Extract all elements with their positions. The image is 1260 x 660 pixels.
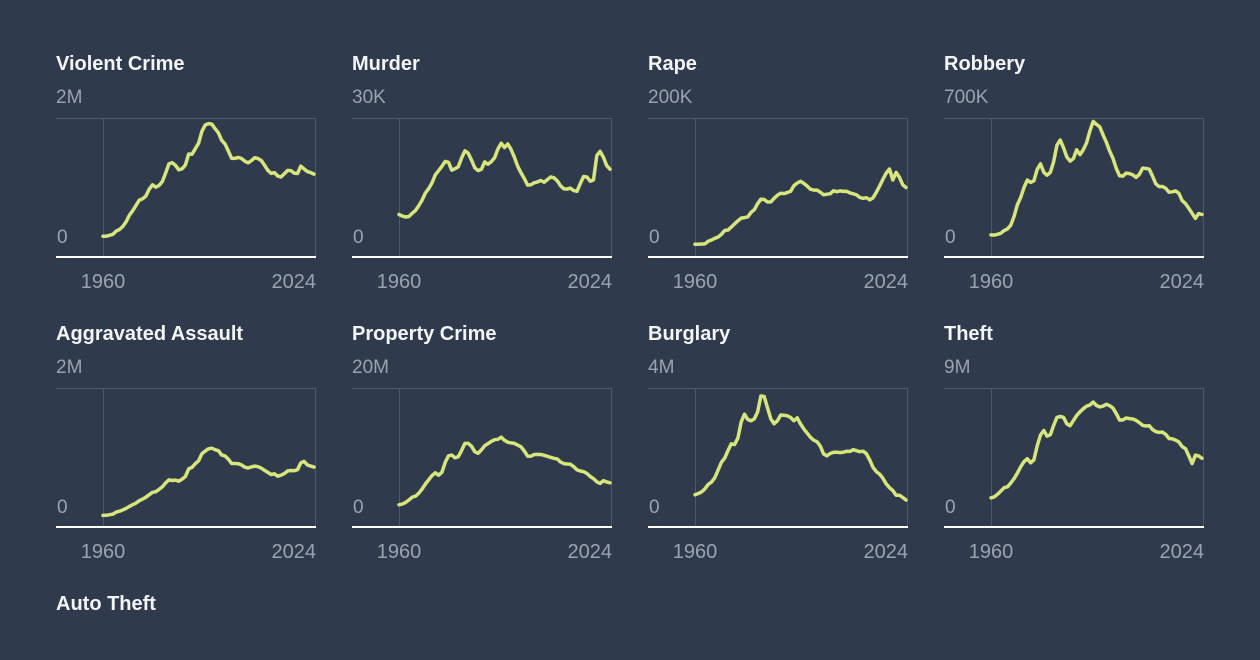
y-axis-zero-label: 0 bbox=[353, 227, 364, 248]
y-axis-max-label: 4M bbox=[648, 357, 675, 378]
chart-cell: Murder 30K 0 1960 2024 bbox=[352, 53, 612, 323]
sparkline-svg bbox=[352, 118, 612, 258]
x-axis-start-label: 1960 bbox=[968, 541, 1014, 563]
y-axis-max-label: 2M bbox=[56, 357, 83, 378]
crime-charts-grid: Violent Crime 2M 0 1960 2024 Murder 30K bbox=[56, 53, 1204, 660]
x-axis-labels: 1960 2024 bbox=[56, 541, 316, 563]
chart-title: Violent Crime bbox=[56, 53, 185, 75]
crime-trend-line bbox=[101, 446, 316, 518]
crime-trend-line bbox=[693, 167, 908, 246]
x-axis-labels: 1960 2024 bbox=[944, 541, 1204, 563]
x-axis-labels: 1960 2024 bbox=[944, 271, 1204, 293]
y-axis-zero-label: 0 bbox=[649, 227, 660, 248]
chart-plot-area: 0 bbox=[56, 118, 316, 258]
y-axis-max-label: 30K bbox=[352, 87, 386, 108]
chart-plot-area: 0 bbox=[648, 388, 908, 528]
sparkline-svg bbox=[56, 388, 316, 528]
y-axis-max-label: 9M bbox=[944, 357, 971, 378]
crime-trend-line bbox=[101, 121, 316, 238]
x-axis-end-label: 2024 bbox=[271, 271, 317, 293]
sparkline-svg bbox=[352, 388, 612, 528]
chart-title: Robbery bbox=[944, 53, 1026, 75]
chart-title: Burglary bbox=[648, 323, 731, 345]
x-axis-end-label: 2024 bbox=[1159, 271, 1205, 293]
chart-plot-area: 0 bbox=[648, 118, 908, 258]
y-axis-zero-label: 0 bbox=[57, 227, 68, 248]
chart-title: Auto Theft bbox=[56, 593, 156, 615]
x-axis-start-label: 1960 bbox=[80, 541, 126, 563]
chart-plot-area: 0 bbox=[352, 388, 612, 528]
y-axis-zero-label: 0 bbox=[57, 497, 68, 518]
y-axis-zero-label: 0 bbox=[945, 227, 956, 248]
x-axis-labels: 1960 2024 bbox=[352, 271, 612, 293]
x-axis-end-label: 2024 bbox=[271, 541, 317, 563]
crime-trend-line bbox=[397, 141, 612, 219]
chart-cell: Auto Theft bbox=[56, 593, 316, 660]
x-axis-start-label: 1960 bbox=[376, 541, 422, 563]
chart-title: Theft bbox=[944, 323, 993, 345]
chart-title: Aggravated Assault bbox=[56, 323, 244, 345]
chart-cell: Property Crime 20M 0 1960 2024 bbox=[352, 323, 612, 593]
y-axis-max-label: 2M bbox=[56, 87, 83, 108]
x-axis-labels: 1960 2024 bbox=[648, 271, 908, 293]
x-axis-end-label: 2024 bbox=[567, 541, 613, 563]
chart-plot-area: 0 bbox=[352, 118, 612, 258]
y-axis-zero-label: 0 bbox=[353, 497, 364, 518]
chart-title: Property Crime bbox=[352, 323, 497, 345]
sparkline-svg bbox=[648, 388, 908, 528]
crime-trend-line bbox=[397, 435, 612, 507]
y-axis-zero-label: 0 bbox=[945, 497, 956, 518]
x-axis-labels: 1960 2024 bbox=[56, 271, 316, 293]
chart-title: Rape bbox=[648, 53, 697, 75]
y-axis-max-label: 20M bbox=[352, 357, 389, 378]
x-axis-end-label: 2024 bbox=[863, 541, 909, 563]
x-axis-labels: 1960 2024 bbox=[648, 541, 908, 563]
x-axis-labels: 1960 2024 bbox=[352, 541, 612, 563]
x-axis-end-label: 2024 bbox=[863, 271, 909, 293]
chart-cell: Burglary 4M 0 1960 2024 bbox=[648, 323, 908, 593]
x-axis-start-label: 1960 bbox=[376, 271, 422, 293]
y-axis-zero-label: 0 bbox=[649, 497, 660, 518]
sparkline-svg bbox=[648, 118, 908, 258]
chart-plot-area: 0 bbox=[56, 388, 316, 528]
chart-cell: Robbery 700K 0 1960 2024 bbox=[944, 53, 1204, 323]
chart-cell: Violent Crime 2M 0 1960 2024 bbox=[56, 53, 316, 323]
x-axis-start-label: 1960 bbox=[672, 541, 718, 563]
chart-plot-area: 0 bbox=[944, 118, 1204, 258]
sparkline-svg bbox=[56, 118, 316, 258]
crime-trend-line bbox=[693, 394, 908, 502]
x-axis-end-label: 2024 bbox=[567, 271, 613, 293]
crime-trend-line bbox=[989, 400, 1204, 500]
chart-title: Murder bbox=[352, 53, 420, 75]
x-axis-start-label: 1960 bbox=[80, 271, 126, 293]
chart-cell: Aggravated Assault 2M 0 1960 2024 bbox=[56, 323, 316, 593]
sparkline-svg bbox=[944, 388, 1204, 528]
y-axis-max-label: 200K bbox=[648, 87, 693, 108]
sparkline-svg bbox=[944, 118, 1204, 258]
crime-trend-line bbox=[989, 119, 1204, 237]
y-axis-max-label: 700K bbox=[944, 87, 989, 108]
chart-plot-area: 0 bbox=[944, 388, 1204, 528]
chart-cell: Theft 9M 0 1960 2024 bbox=[944, 323, 1204, 593]
chart-cell: Rape 200K 0 1960 2024 bbox=[648, 53, 908, 323]
x-axis-start-label: 1960 bbox=[968, 271, 1014, 293]
x-axis-end-label: 2024 bbox=[1159, 541, 1205, 563]
x-axis-start-label: 1960 bbox=[672, 271, 718, 293]
